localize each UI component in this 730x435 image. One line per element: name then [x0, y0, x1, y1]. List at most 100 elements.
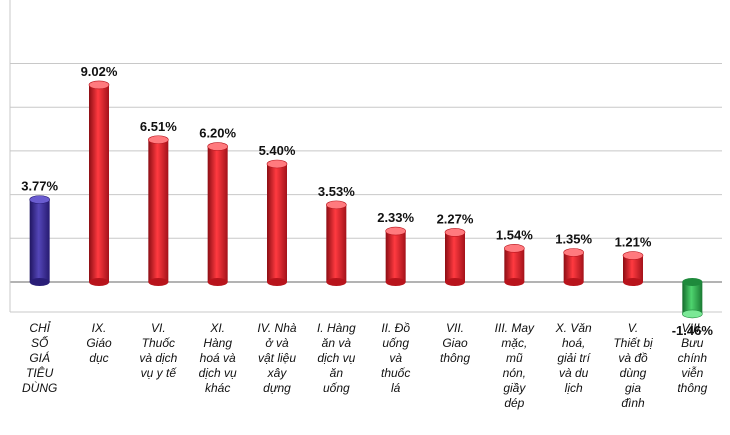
bar-top-cap [266, 159, 288, 169]
category-label-line: giải trí [557, 351, 591, 365]
bar-base-cap [267, 278, 287, 286]
category-label-line: uống [323, 381, 350, 395]
category-label-line: và [389, 351, 402, 365]
bar-base-cap [326, 278, 347, 286]
category-label-line: khác [205, 381, 230, 395]
category-label-line: hoá, [562, 336, 585, 350]
category-label-line: dịch vụ [199, 366, 237, 380]
category-label-line: dựng [263, 381, 291, 395]
category-label-line: II. Đồ [381, 321, 410, 335]
value-label: 1.35% [555, 232, 592, 247]
category-label-line: V. [628, 321, 638, 335]
category-label-line: xây [267, 366, 288, 380]
value-label: -1.46% [672, 323, 714, 338]
value-label: 1.21% [615, 235, 652, 250]
category-label-line: Thiết bị [613, 336, 653, 350]
category-label-line: GIÁ [29, 350, 50, 365]
category-label: IV. Nhà ở và vật liệu xây dựng [257, 321, 296, 395]
bar-body [563, 252, 584, 282]
bar-top-cap [622, 251, 644, 260]
bars [29, 80, 703, 319]
bar-body [148, 139, 169, 282]
category-label: VII. Giao thông [440, 321, 470, 365]
bar-8 [444, 228, 466, 286]
bar-base-cap [148, 278, 169, 286]
category-label-line: đình [621, 396, 645, 410]
category-label: III. May mặc, mũ nón, giầy dép [495, 321, 535, 410]
bar-base-cap [207, 278, 228, 286]
category-label-line: III. May [495, 321, 535, 335]
value-label: 6.51% [140, 119, 177, 134]
category-label-line: giầy [503, 381, 526, 395]
category-label: VIII. Bưu chính viễn thông [677, 321, 707, 395]
category-label-line: lá [391, 381, 401, 395]
category-label-line: ăn [330, 366, 344, 380]
category-label-line: vụ y tế [141, 366, 178, 380]
bar-body [267, 164, 287, 282]
category-label-line: mũ [506, 351, 523, 365]
category-label-line: ăn và [322, 336, 352, 350]
bar-body [89, 84, 109, 283]
gridlines [9, 0, 722, 313]
value-label: 9.02% [81, 64, 118, 79]
category-label: I. Hàng ăn và dịch vụ ăn uống [317, 321, 356, 395]
value-label: 2.33% [377, 210, 414, 225]
value-labels: 3.77% 9.02% 6.51% 6.20% 5.40% 3.53% 2.33% 2.27%… [21, 64, 713, 338]
category-label-line: IV. Nhà [257, 321, 296, 335]
bar-1 [29, 195, 50, 286]
bar-11 [622, 251, 644, 286]
bar-body [326, 204, 347, 282]
category-label-line: X. Văn [555, 321, 592, 335]
category-label-line: Giao [442, 336, 468, 350]
category-label-line: Thuốc [142, 336, 175, 350]
category-label: IX. Giáo dục [86, 321, 112, 365]
bar-body [682, 282, 703, 314]
bar-body [445, 232, 465, 282]
bar-10 [563, 248, 584, 286]
category-label-line: lịch [565, 381, 583, 395]
value-label: 5.40% [259, 143, 296, 158]
bar-base-cap [89, 278, 109, 286]
bar-base-cap [385, 278, 406, 286]
category-label-line: CHỈ [29, 320, 51, 335]
category-label: VI. Thuốc và dịch vụ y tế [139, 321, 177, 380]
category-label-line: Hàng [203, 336, 232, 350]
category-label: II. Đồ uống và thuốc lá [381, 321, 410, 395]
bar-top-cap [682, 309, 703, 319]
category-label-line: uống [382, 336, 409, 350]
bar-base-cap [682, 278, 703, 286]
bar-top-cap [563, 248, 584, 257]
value-label: 3.53% [318, 184, 355, 199]
category-label-line: viễn [681, 365, 703, 380]
category-label-line: thông [440, 351, 470, 365]
bar-top-cap [29, 195, 50, 204]
category-label-line: dép [504, 396, 524, 410]
category-label-line: và dịch [139, 351, 177, 365]
bar-9 [504, 244, 525, 286]
bar-top-cap [207, 142, 228, 151]
category-label-line: DÙNG [22, 380, 57, 395]
category-label-line: VII. [446, 321, 464, 335]
bar-top-cap [326, 200, 347, 210]
bar-body [29, 199, 50, 282]
category-label-line: XI. [209, 321, 225, 335]
category-label-line: dục [89, 351, 108, 365]
category-label-line: và du [559, 366, 589, 380]
bar-body [623, 255, 643, 282]
bar-top-cap [444, 228, 466, 237]
bar-top-cap [504, 244, 525, 253]
category-label-line: chính [678, 351, 708, 365]
bar-3 [148, 135, 169, 286]
bar-base-cap [445, 278, 465, 286]
category-label: X. Văn hoá, giải trí và du lịch [555, 321, 592, 395]
bar-2 [88, 80, 110, 286]
category-label: CHỈ SỐ GIÁ TIÊU DÙNG [22, 320, 57, 395]
bar-body [504, 248, 525, 282]
category-label-line: Giáo [86, 336, 112, 350]
category-label-line: SỐ [31, 335, 48, 350]
category-label-line: VI. [151, 321, 166, 335]
bar-base-cap [563, 278, 584, 286]
value-label: 2.27% [437, 211, 474, 226]
